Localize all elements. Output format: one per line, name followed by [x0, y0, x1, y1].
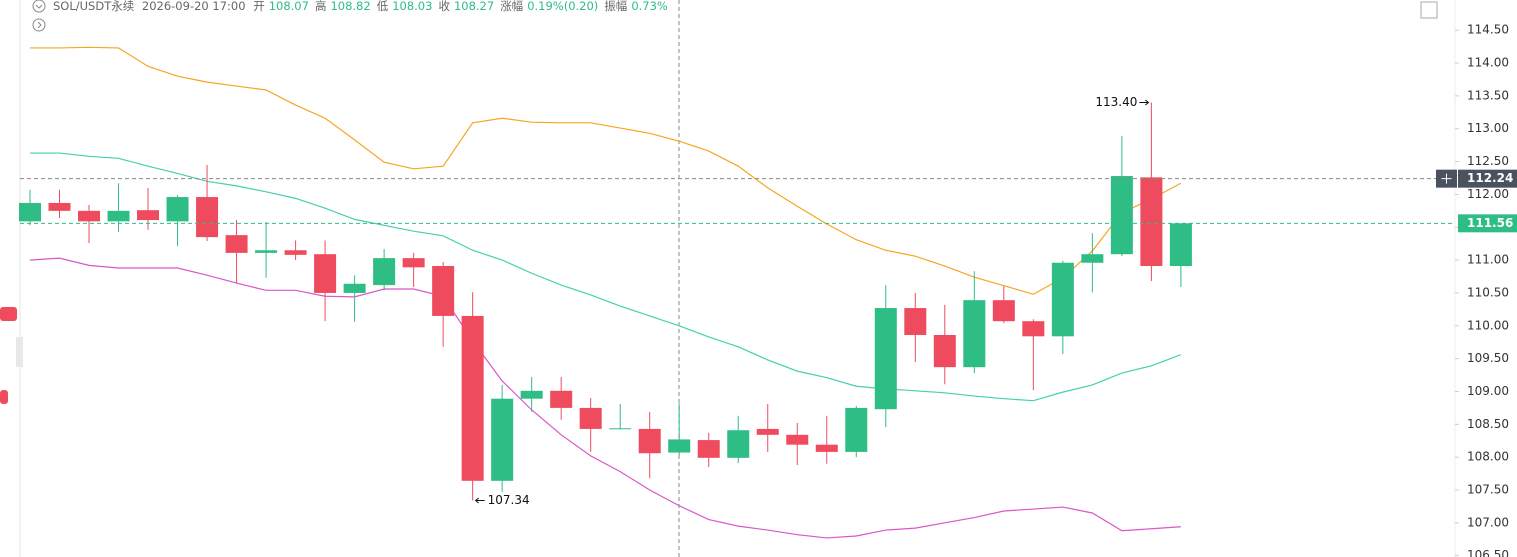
- last-price: 111.56: [1467, 216, 1513, 230]
- candle-body: [904, 308, 927, 335]
- field-label: 涨幅: [500, 0, 524, 13]
- candle-body: [992, 300, 1015, 322]
- candle-body: [1051, 262, 1074, 337]
- expand-glyph: [37, 21, 42, 29]
- field-label: 收: [438, 0, 450, 13]
- ohlc-header: SOL/USDT永续 2026-09-20 17:00 开 108.07 高 108.…: [53, 0, 674, 13]
- y-tick-label: 112.00: [1467, 187, 1509, 201]
- candle-body: [786, 434, 809, 445]
- y-tick-label: 114.00: [1467, 56, 1509, 70]
- field-label: 开: [253, 0, 265, 13]
- candle-body: [815, 444, 838, 452]
- low-label: 107.34: [488, 493, 530, 507]
- candle-body: [1110, 176, 1133, 255]
- y-tick-label: 108.00: [1467, 450, 1509, 464]
- candle-body: [727, 430, 750, 458]
- left-handle[interactable]: [16, 337, 23, 367]
- crosshair-price: 112.24: [1467, 171, 1513, 185]
- field-value: 0.19%(0.20): [527, 0, 599, 13]
- candle-body: [550, 390, 573, 408]
- fullscreen-button[interactable]: [1420, 1, 1438, 19]
- candle-body: [1169, 223, 1192, 267]
- candle-body: [137, 210, 160, 221]
- candle-body: [579, 407, 602, 429]
- candle-body: [1140, 177, 1163, 267]
- y-tick-label: 106.50: [1467, 548, 1509, 557]
- collapse-glyph: [35, 4, 43, 9]
- y-tick-label: 114.50: [1467, 23, 1509, 37]
- candle-body: [933, 334, 956, 368]
- low-arrow: [474, 497, 485, 504]
- plus-glyph: [1441, 173, 1452, 184]
- candle-body: [19, 202, 41, 222]
- high-arrow: [1139, 99, 1150, 106]
- high-label: 113.40: [1095, 95, 1137, 109]
- candle-body: [638, 428, 661, 454]
- candle-body: [874, 308, 897, 410]
- candle-body: [166, 197, 189, 222]
- candle-body: [373, 258, 396, 286]
- field-value: 108.07: [268, 0, 309, 13]
- time: 2026-09-20 17:00: [141, 0, 246, 13]
- candle-body: [668, 439, 691, 453]
- y-tick-label: 110.00: [1467, 318, 1509, 332]
- y-tick-label: 113.00: [1467, 121, 1509, 135]
- y-tick-label: 108.50: [1467, 417, 1509, 431]
- field-label: 振幅: [604, 0, 628, 13]
- candle-body: [609, 428, 632, 430]
- candle-body: [432, 266, 455, 316]
- band-line: [29, 257, 1181, 539]
- candle-body: [284, 250, 307, 255]
- left-tag: [0, 390, 8, 404]
- candle-body: [196, 197, 219, 238]
- symbol: SOL/USDT永续: [53, 0, 135, 13]
- y-tick-label: 109.00: [1467, 384, 1509, 398]
- y-tick-label: 107.50: [1467, 483, 1509, 497]
- field-label: 高: [314, 0, 327, 13]
- y-tick-label: 112.50: [1467, 154, 1509, 168]
- collapse-icon[interactable]: [32, 0, 46, 13]
- field-value: 0.73%: [631, 0, 668, 13]
- candle-body: [343, 283, 366, 293]
- candle-body: [107, 210, 130, 222]
- field-value: 108.03: [392, 0, 433, 13]
- candle-body: [520, 390, 543, 399]
- candle-body: [963, 300, 986, 368]
- candle-body: [491, 398, 514, 481]
- band-line: [30, 46, 1182, 295]
- field-value: 108.27: [453, 0, 495, 13]
- y-tick-label: 113.50: [1467, 88, 1509, 102]
- candle-body: [845, 407, 868, 452]
- candle-body: [461, 315, 484, 481]
- field-label: 低: [376, 0, 389, 13]
- last-price-box: [1458, 214, 1517, 233]
- candle-body: [255, 250, 278, 253]
- field-value: 108.82: [330, 0, 371, 13]
- crosshair-price-box: [1458, 169, 1517, 188]
- candle-body: [78, 210, 101, 222]
- y-tick-label: 109.50: [1467, 351, 1509, 365]
- candle-body: [48, 202, 71, 211]
- candle-body: [697, 440, 720, 458]
- y-tick-label: 111.00: [1467, 253, 1509, 267]
- y-tick-label: 107.00: [1467, 515, 1509, 529]
- candle-body: [225, 235, 248, 253]
- band-line: [30, 152, 1182, 402]
- candle-body: [314, 254, 337, 293]
- candle-body: [1022, 321, 1045, 337]
- candle-body: [756, 428, 779, 435]
- left-tag: [0, 307, 17, 321]
- expand-icon[interactable]: [32, 18, 46, 32]
- candle-body: [1081, 254, 1104, 263]
- y-tick-label: 110.50: [1467, 285, 1509, 299]
- candle-body: [402, 258, 425, 268]
